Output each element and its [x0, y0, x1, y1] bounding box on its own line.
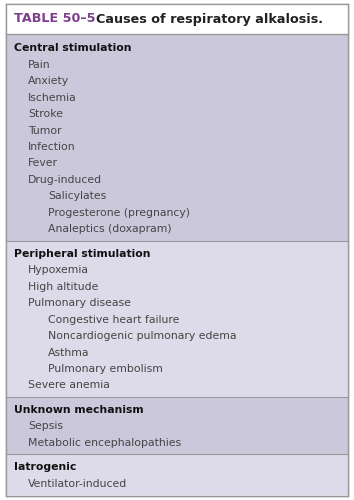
Text: Tumor: Tumor [28, 126, 62, 136]
Bar [6, 396, 348, 454]
Text: Noncardiogenic pulmonary edema: Noncardiogenic pulmonary edema [48, 331, 236, 341]
Text: Peripheral stimulation: Peripheral stimulation [14, 249, 150, 259]
Text: Infection: Infection [28, 142, 76, 152]
Text: Pulmonary disease: Pulmonary disease [28, 298, 131, 308]
Text: Drug-induced: Drug-induced [28, 175, 102, 185]
Text: Hypoxemia: Hypoxemia [28, 265, 89, 275]
Bar [6, 454, 348, 495]
Bar [6, 240, 348, 396]
Text: Congestive heart failure: Congestive heart failure [48, 314, 179, 324]
Text: TABLE 50–5: TABLE 50–5 [14, 12, 104, 26]
Bar [6, 4, 348, 34]
Text: Pulmonary embolism: Pulmonary embolism [48, 364, 163, 374]
Text: Ischemia: Ischemia [28, 92, 77, 102]
Text: High altitude: High altitude [28, 282, 98, 292]
Text: Causes of respiratory alkalosis.: Causes of respiratory alkalosis. [96, 12, 323, 26]
Text: Metabolic encephalopathies: Metabolic encephalopathies [28, 438, 181, 448]
Text: Progesterone (pregnancy): Progesterone (pregnancy) [48, 208, 190, 218]
Text: Stroke: Stroke [28, 109, 63, 119]
Text: Asthma: Asthma [48, 348, 90, 358]
Text: Anxiety: Anxiety [28, 76, 69, 86]
Text: Sepsis: Sepsis [28, 422, 63, 432]
Text: Fever: Fever [28, 158, 58, 168]
Text: Pain: Pain [28, 60, 51, 70]
Bar [6, 35, 348, 240]
Text: Unknown mechanism: Unknown mechanism [14, 405, 144, 415]
Text: Severe anemia: Severe anemia [28, 380, 110, 390]
Text: Central stimulation: Central stimulation [14, 43, 131, 53]
Text: Ventilator-induced: Ventilator-induced [28, 479, 127, 489]
Text: Analeptics (doxapram): Analeptics (doxapram) [48, 224, 172, 234]
Text: Iatrogenic: Iatrogenic [14, 462, 76, 472]
Text: Salicylates: Salicylates [48, 192, 106, 202]
